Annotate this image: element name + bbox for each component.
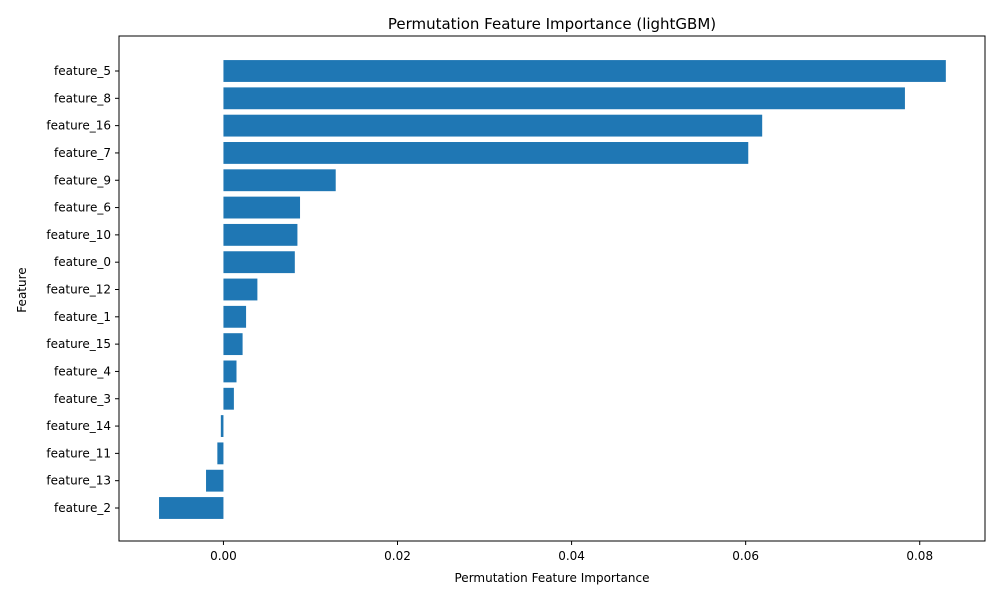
bar-feature_15	[223, 333, 243, 356]
y-axis-title: Feature	[15, 267, 29, 312]
bars-group	[159, 60, 946, 519]
bar-feature_5	[223, 60, 946, 82]
bar-feature_8	[223, 87, 905, 110]
y-tick-label: feature_11	[46, 446, 111, 460]
x-tick-label: 0.02	[384, 549, 411, 563]
bar-feature_2	[159, 497, 224, 519]
bar-feature_14	[220, 415, 224, 437]
x-tick-label: 0.08	[906, 549, 933, 563]
bar-feature_0	[223, 251, 295, 274]
y-tick-label: feature_0	[54, 255, 111, 269]
y-tick-label: feature_10	[46, 228, 111, 242]
bar-feature_16	[223, 114, 763, 137]
y-tick-label: feature_9	[54, 173, 111, 187]
bar-feature_13	[206, 469, 224, 492]
bar-feature_4	[223, 360, 237, 383]
bar-feature_6	[223, 196, 301, 219]
x-tick-label: 0.00	[210, 549, 237, 563]
bar-feature_7	[223, 142, 749, 164]
y-tick-label: feature_1	[54, 310, 111, 324]
y-tick-label: feature_16	[46, 119, 111, 133]
bar-feature_3	[223, 387, 234, 410]
y-tick-label: feature_14	[46, 419, 111, 433]
bar-feature_11	[217, 442, 224, 465]
y-tick-label: feature_3	[54, 392, 111, 406]
y-tick-label: feature_4	[54, 364, 111, 378]
y-tick-label: feature_5	[54, 64, 111, 78]
plot-frame	[118, 35, 986, 542]
bar-feature_12	[223, 278, 258, 301]
x-axis-title: Permutation Feature Importance	[455, 571, 650, 585]
x-tick-label: 0.06	[732, 549, 759, 563]
y-tick-label: feature_7	[54, 146, 111, 160]
bar-feature_9	[223, 169, 336, 192]
y-tick-label: feature_8	[54, 91, 111, 105]
chart-title: Permutation Feature Importance (lightGBM…	[388, 15, 716, 33]
y-tick-label: feature_6	[54, 201, 111, 215]
bar-feature_10	[223, 223, 298, 246]
y-tick-label: feature_12	[46, 283, 111, 297]
bar-feature_1	[223, 305, 247, 328]
x-tick-label: 0.04	[558, 549, 585, 563]
y-axis: feature_5 feature_8 feature_16 feature_7fea…	[46, 64, 119, 515]
y-tick-label: feature_13	[46, 474, 111, 488]
y-tick-label: feature_2	[54, 501, 111, 515]
x-axis: 0.00 0.02 0.04 0.06 0.08	[210, 541, 933, 563]
y-tick-label: feature_15	[46, 337, 111, 351]
